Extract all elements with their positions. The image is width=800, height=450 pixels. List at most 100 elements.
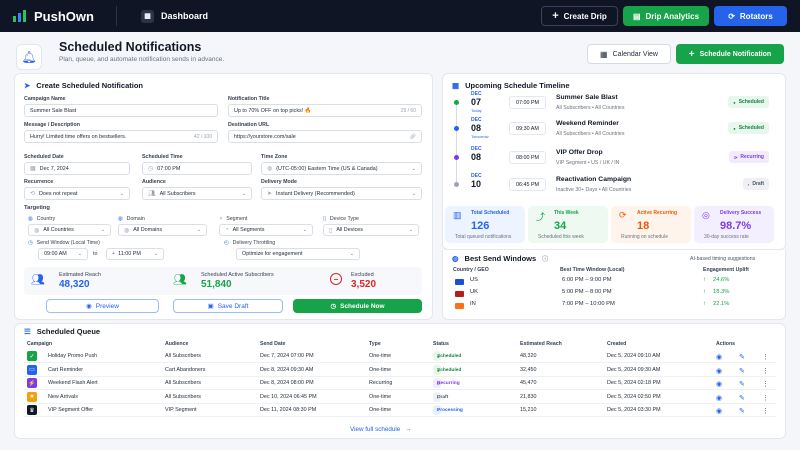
segment-select[interactable]: ◔ All Segments ⌄ xyxy=(219,224,313,236)
timezone-select[interactable]: ◍ (UTC-05:00) Eastern Time (US & Canada) ⌄ xyxy=(261,162,422,175)
col-window: Best Time Window (Local) xyxy=(560,267,625,273)
status-label: Draft xyxy=(752,181,764,187)
more-icon[interactable]: ⋮ xyxy=(762,408,769,415)
more-icon[interactable]: ⋮ xyxy=(762,367,769,375)
view-full-schedule-link[interactable]: View full schedule → xyxy=(350,426,412,433)
preview-label: Preview xyxy=(95,302,119,310)
timeline-item[interactable]: DEC 08 Tomorrow 09:30 AM Weekend Reminder All… xyxy=(453,118,775,144)
timeline-day: 10 xyxy=(471,179,482,189)
web-icon: ◍ xyxy=(124,227,130,234)
web-icon: ◍ xyxy=(118,216,123,222)
table-row[interactable]: ★ New Arrivals All Subscribers Dec 10, 2024… xyxy=(24,391,776,404)
eye-icon[interactable]: ◉ xyxy=(716,394,723,402)
timeline-item[interactable]: DEC 07 Today 07:00 PM Summer Sale Blast All S… xyxy=(453,92,775,118)
campaign-name-value: Summer Sale Blast xyxy=(30,107,77,114)
date-input[interactable]: ▦ Dec 7, 2024 xyxy=(24,162,130,175)
created: Dec 5, 2024 02:50 PM xyxy=(607,393,661,400)
best-window-row: IN 7:00 PM – 10:00 PM ↑ 22.1% xyxy=(453,301,773,313)
more-icon[interactable]: ⋮ xyxy=(762,394,769,402)
window-from-select[interactable]: 09:00 AM ⌄ xyxy=(38,248,88,260)
created: Dec 5, 2024 09:30 AM xyxy=(607,366,661,373)
table-row[interactable]: ✓ Holiday Promo Push All Subscribers Dec 7,… xyxy=(24,350,776,363)
stat-label: Delivery Success xyxy=(720,210,762,216)
schedule-now-button[interactable]: ◷ Schedule Now xyxy=(293,299,422,313)
globe-icon: ◍ xyxy=(452,254,459,263)
edit-icon[interactable]: ✎ xyxy=(739,367,745,375)
stat-icon: ▥ xyxy=(453,210,462,220)
eye-icon[interactable]: ◉ xyxy=(716,408,723,415)
timeline-item[interactable]: DEC 10 06:45 PM Reactivation Campaign Inacti… xyxy=(453,174,775,200)
more-icon[interactable]: ⋮ xyxy=(762,354,769,361)
preview-button[interactable]: ◉ Preview xyxy=(46,299,159,313)
notification-title-input[interactable]: Up to 70% OFF on top picks! 🔥 29 / 60 xyxy=(228,104,422,117)
edit-icon[interactable]: ✎ xyxy=(739,408,745,415)
chevron-down-icon: ⌄ xyxy=(408,227,413,233)
status-icon: ● xyxy=(437,354,440,359)
recurrence-select[interactable]: ⟲ Does not repeat ⌄ xyxy=(24,187,130,200)
brand[interactable]: PushOwn xyxy=(12,9,106,24)
status-icon: ▪ xyxy=(437,394,439,400)
device-select[interactable]: ▯ All Devices ⌄ xyxy=(323,224,419,236)
table-row[interactable]: ⚡ Weekend Flash Alert All Subscribers Dec 8… xyxy=(24,377,776,390)
eye-icon[interactable]: ◉ xyxy=(716,367,723,375)
domain-label-text: Domain xyxy=(126,216,145,222)
calendar-view-button[interactable]: ▦ Calendar View xyxy=(587,44,671,64)
eye-icon[interactable]: ◉ xyxy=(716,354,723,361)
campaign-name-input[interactable]: Summer Sale Blast xyxy=(24,104,218,117)
status-icon: ◔ xyxy=(437,408,440,413)
list-icon: ☰ xyxy=(24,327,31,336)
device-icon: ▯ xyxy=(329,227,333,234)
delivery-value: Instant Delivery (Recommended) xyxy=(276,190,355,197)
edit-icon[interactable]: ✎ xyxy=(739,354,745,361)
message-input[interactable]: Hurry! Limited time offers on bestseller… xyxy=(24,130,218,143)
table-row[interactable]: ♛ VIP Segment Offer VIP Segment Dec 11, 202… xyxy=(24,404,776,417)
rotators-button[interactable]: ⟳ Rotators xyxy=(714,6,787,26)
throttle-select[interactable]: Optimize for engagement ⌄ xyxy=(236,248,360,260)
stat-card: ⟳ Active Recurring 18 Running on schedule xyxy=(611,206,691,243)
segment-value: All Segments xyxy=(232,227,265,233)
time-input[interactable]: ◷ 07:00 PM xyxy=(142,162,252,175)
repeat-icon: ⟲ xyxy=(30,191,36,197)
save-draft-label: Save Draft xyxy=(217,302,249,310)
best-window-row: UK 5:00 PM – 8:00 PM ↑ 18.3% xyxy=(453,289,773,301)
audience-select[interactable]: 👥︎ All Subscribers ⌄ xyxy=(142,187,252,200)
country-select[interactable]: ◍ All Countries ⌄ xyxy=(28,224,111,236)
edit-icon[interactable]: ✎ xyxy=(739,394,745,402)
link-icon: 🔗︎ xyxy=(409,133,416,140)
schedule-notification-button[interactable]: + Schedule Notification xyxy=(676,44,784,64)
timeline-relative: Today xyxy=(471,108,482,113)
country-code: UK xyxy=(470,289,479,295)
send-date: Dec 8, 2024 09:30 AM xyxy=(260,366,314,373)
domain-select[interactable]: ◍ All Domains ⌄ xyxy=(118,224,207,236)
throttle-label-text: Delivery Throttling xyxy=(232,240,276,246)
drip-analytics-button[interactable]: ▤ Drip Analytics xyxy=(623,6,709,26)
save-draft-button[interactable]: ▣ Save Draft xyxy=(173,299,283,313)
col-country: Country / GEO xyxy=(453,267,489,273)
more-icon[interactable]: ⋮ xyxy=(762,381,769,388)
create-drip-button[interactable]: + Create Drip xyxy=(541,6,618,26)
delivery-select[interactable]: ➤ Instant Delivery (Recommended) ⌄ xyxy=(261,187,422,200)
timeline-item[interactable]: DEC 08 08:00 PM VIP Offer Drop VIP Segment •… xyxy=(453,147,775,173)
create-title-text: Create Scheduled Notification xyxy=(36,81,143,90)
queue-col-header: Type xyxy=(369,341,381,347)
edit-icon[interactable]: ✎ xyxy=(739,381,745,388)
send-date: Dec 7, 2024 07:00 PM xyxy=(260,353,314,359)
plus-icon: + xyxy=(112,251,116,257)
nav-dashboard[interactable]: ▦ Dashboard xyxy=(141,9,208,23)
view-full-label: View full schedule xyxy=(350,426,401,433)
window-to-select[interactable]: +11:00 PM ⌄ xyxy=(106,248,164,260)
table-row[interactable]: ▭ Cart Reminder Cart Abandoners Dec 8, 2024… xyxy=(24,364,776,377)
timeline-audience: All Subscribers • All Countries xyxy=(556,105,625,111)
audience: All Subscribers xyxy=(165,393,201,400)
destination-input[interactable]: https://yourstore.com/sale 🔗︎ xyxy=(228,130,422,143)
device-value: All Devices xyxy=(336,227,363,233)
stat-icon: ⤴ xyxy=(536,212,546,222)
best-windows-note: AI-based timing suggestions xyxy=(690,256,756,262)
queue-title-text: Scheduled Queue xyxy=(36,327,101,336)
chevron-down-icon: ⌄ xyxy=(77,251,82,257)
device-icon: ▯ xyxy=(323,216,326,222)
schedule-now-label: Schedule Now xyxy=(340,302,385,310)
estimated-reach: 45,470 xyxy=(520,380,537,386)
eye-icon[interactable]: ◉ xyxy=(716,381,723,388)
status-label: Scheduled xyxy=(738,125,764,131)
